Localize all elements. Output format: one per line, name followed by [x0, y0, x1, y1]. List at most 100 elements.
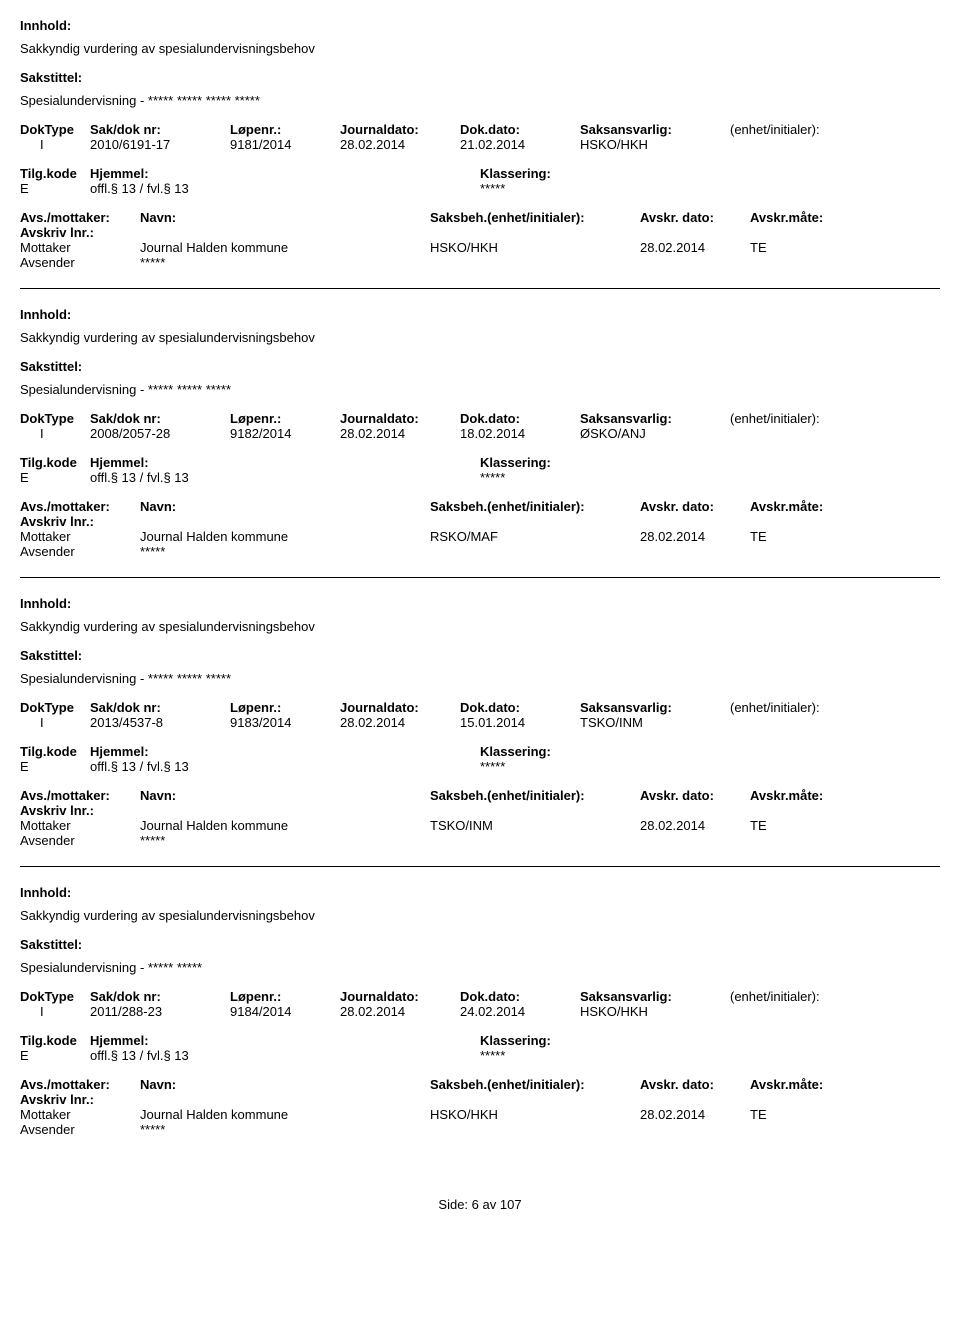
avskrmate-label: Avskr.måte:: [750, 1077, 850, 1092]
avskrmate-value: TE: [750, 818, 850, 833]
saksansvarlig-label: Saksansvarlig:: [580, 122, 730, 137]
sakdok-label: Sak/dok nr:: [90, 411, 230, 426]
record-divider: [20, 288, 940, 289]
journaldato-label: Journaldato:: [340, 411, 460, 426]
saksbeh-label: Saksbeh.(enhet/initialer):: [430, 210, 640, 225]
sakdok-value: 2013/4537-8: [90, 715, 230, 730]
avskrdato-value: 28.02.2014: [640, 1107, 750, 1122]
mottaker-label: Mottaker: [20, 240, 140, 255]
sakdok-value: 2010/6191-17: [90, 137, 230, 152]
innhold-value: Sakkyndig vurdering av spesialundervisni…: [20, 908, 940, 923]
records-container: Innhold: Sakkyndig vurdering av spesialun…: [20, 18, 940, 1137]
lopenr-value: 9181/2014: [230, 137, 340, 152]
sakdok-label: Sak/dok nr:: [90, 122, 230, 137]
avskrmate-value: TE: [750, 1107, 850, 1122]
lopenr-label: Løpenr.:: [230, 122, 340, 137]
innhold-label: Innhold:: [20, 18, 71, 33]
journal-record: Innhold: Sakkyndig vurdering av spesialun…: [20, 885, 940, 1137]
journal-record: Innhold: Sakkyndig vurdering av spesialun…: [20, 307, 940, 578]
page-footer: Side: 6 av 107: [20, 1197, 940, 1212]
dokdato-value: 21.02.2014: [460, 137, 580, 152]
mottaker-label: Mottaker: [20, 529, 140, 544]
sakstittel-label: Sakstittel:: [20, 70, 82, 85]
avskrdato-value: 28.02.2014: [640, 529, 750, 544]
innhold-label: Innhold:: [20, 307, 71, 322]
doktype-value: I: [20, 715, 90, 730]
avskrmate-value: TE: [750, 240, 850, 255]
enhet-label: (enhet/initialer):: [730, 122, 890, 137]
saksbeh-value: RSKO/MAF: [430, 529, 640, 544]
klassering-label: Klassering:: [480, 744, 680, 759]
doktype-label: DokType: [20, 989, 90, 1004]
hjemmel-value: offl.§ 13 / fvl.§ 13: [90, 759, 440, 774]
lopenr-label: Løpenr.:: [230, 700, 340, 715]
hjemmel-label: Hjemmel:: [90, 455, 440, 470]
avskrdato-label: Avskr. dato:: [640, 499, 750, 514]
innhold-value: Sakkyndig vurdering av spesialundervisni…: [20, 330, 940, 345]
saksbeh-label: Saksbeh.(enhet/initialer):: [430, 499, 640, 514]
avskrivlnr-label: Avskriv lnr.:: [20, 514, 120, 529]
dokdato-label: Dok.dato:: [460, 989, 580, 1004]
doktype-value: I: [20, 426, 90, 441]
saksbeh-label: Saksbeh.(enhet/initialer):: [430, 1077, 640, 1092]
tilgkode-label: Tilg.kode: [20, 1033, 90, 1048]
avsender-label: Avsender: [20, 833, 140, 848]
innhold-label: Innhold:: [20, 885, 71, 900]
sakstittel-label: Sakstittel:: [20, 648, 82, 663]
saksansvarlig-label: Saksansvarlig:: [580, 700, 730, 715]
avskrdato-value: 28.02.2014: [640, 240, 750, 255]
avskrivlnr-label: Avskriv lnr.:: [20, 225, 120, 240]
enhet-label: (enhet/initialer):: [730, 700, 890, 715]
sakstittel-label: Sakstittel:: [20, 359, 82, 374]
navn-label: Navn:: [140, 499, 370, 514]
mottaker-navn-value: Journal Halden kommune: [140, 818, 370, 833]
page-number: 6: [472, 1197, 479, 1212]
klassering-label: Klassering:: [480, 1033, 680, 1048]
dokdato-label: Dok.dato:: [460, 122, 580, 137]
journaldato-value: 28.02.2014: [340, 715, 460, 730]
doktype-label: DokType: [20, 122, 90, 137]
journaldato-label: Journaldato:: [340, 989, 460, 1004]
klassering-label: Klassering:: [480, 455, 680, 470]
sakstittel-value: Spesialundervisning - ***** *****: [20, 960, 940, 975]
journaldato-label: Journaldato:: [340, 700, 460, 715]
avskrmate-label: Avskr.måte:: [750, 788, 850, 803]
sakstittel-value: Spesialundervisning - ***** ***** *****: [20, 671, 940, 686]
doktype-value: I: [20, 137, 90, 152]
saksbeh-value: HSKO/HKH: [430, 1107, 640, 1122]
mottaker-navn-value: Journal Halden kommune: [140, 529, 370, 544]
sakdok-label: Sak/dok nr:: [90, 700, 230, 715]
dokdato-value: 18.02.2014: [460, 426, 580, 441]
mottaker-navn-value: Journal Halden kommune: [140, 1107, 370, 1122]
journaldato-label: Journaldato:: [340, 122, 460, 137]
avsmottaker-label: Avs./mottaker:: [20, 788, 140, 803]
avskrdato-label: Avskr. dato:: [640, 1077, 750, 1092]
innhold-value: Sakkyndig vurdering av spesialundervisni…: [20, 41, 940, 56]
hjemmel-value: offl.§ 13 / fvl.§ 13: [90, 470, 440, 485]
avskrdato-value: 28.02.2014: [640, 818, 750, 833]
tilgkode-label: Tilg.kode: [20, 166, 90, 181]
saksansvarlig-value: TSKO/INM: [580, 715, 730, 730]
avskrdato-label: Avskr. dato:: [640, 210, 750, 225]
avsender-label: Avsender: [20, 544, 140, 559]
avskrmate-value: TE: [750, 529, 850, 544]
avsender-navn-value: *****: [140, 1122, 370, 1137]
hjemmel-value: offl.§ 13 / fvl.§ 13: [90, 1048, 440, 1063]
navn-label: Navn:: [140, 210, 370, 225]
mottaker-label: Mottaker: [20, 1107, 140, 1122]
avsmottaker-label: Avs./mottaker:: [20, 210, 140, 225]
doktype-value: I: [20, 1004, 90, 1019]
navn-label: Navn:: [140, 1077, 370, 1092]
mottaker-label: Mottaker: [20, 818, 140, 833]
tilgkode-label: Tilg.kode: [20, 455, 90, 470]
sakdok-value: 2008/2057-28: [90, 426, 230, 441]
journaldato-value: 28.02.2014: [340, 137, 460, 152]
klassering-label: Klassering:: [480, 166, 680, 181]
avsender-navn-value: *****: [140, 833, 370, 848]
saksansvarlig-label: Saksansvarlig:: [580, 989, 730, 1004]
dokdato-value: 15.01.2014: [460, 715, 580, 730]
lopenr-value: 9184/2014: [230, 1004, 340, 1019]
klassering-value: *****: [480, 1048, 680, 1063]
lopenr-value: 9182/2014: [230, 426, 340, 441]
avskrdato-label: Avskr. dato:: [640, 788, 750, 803]
